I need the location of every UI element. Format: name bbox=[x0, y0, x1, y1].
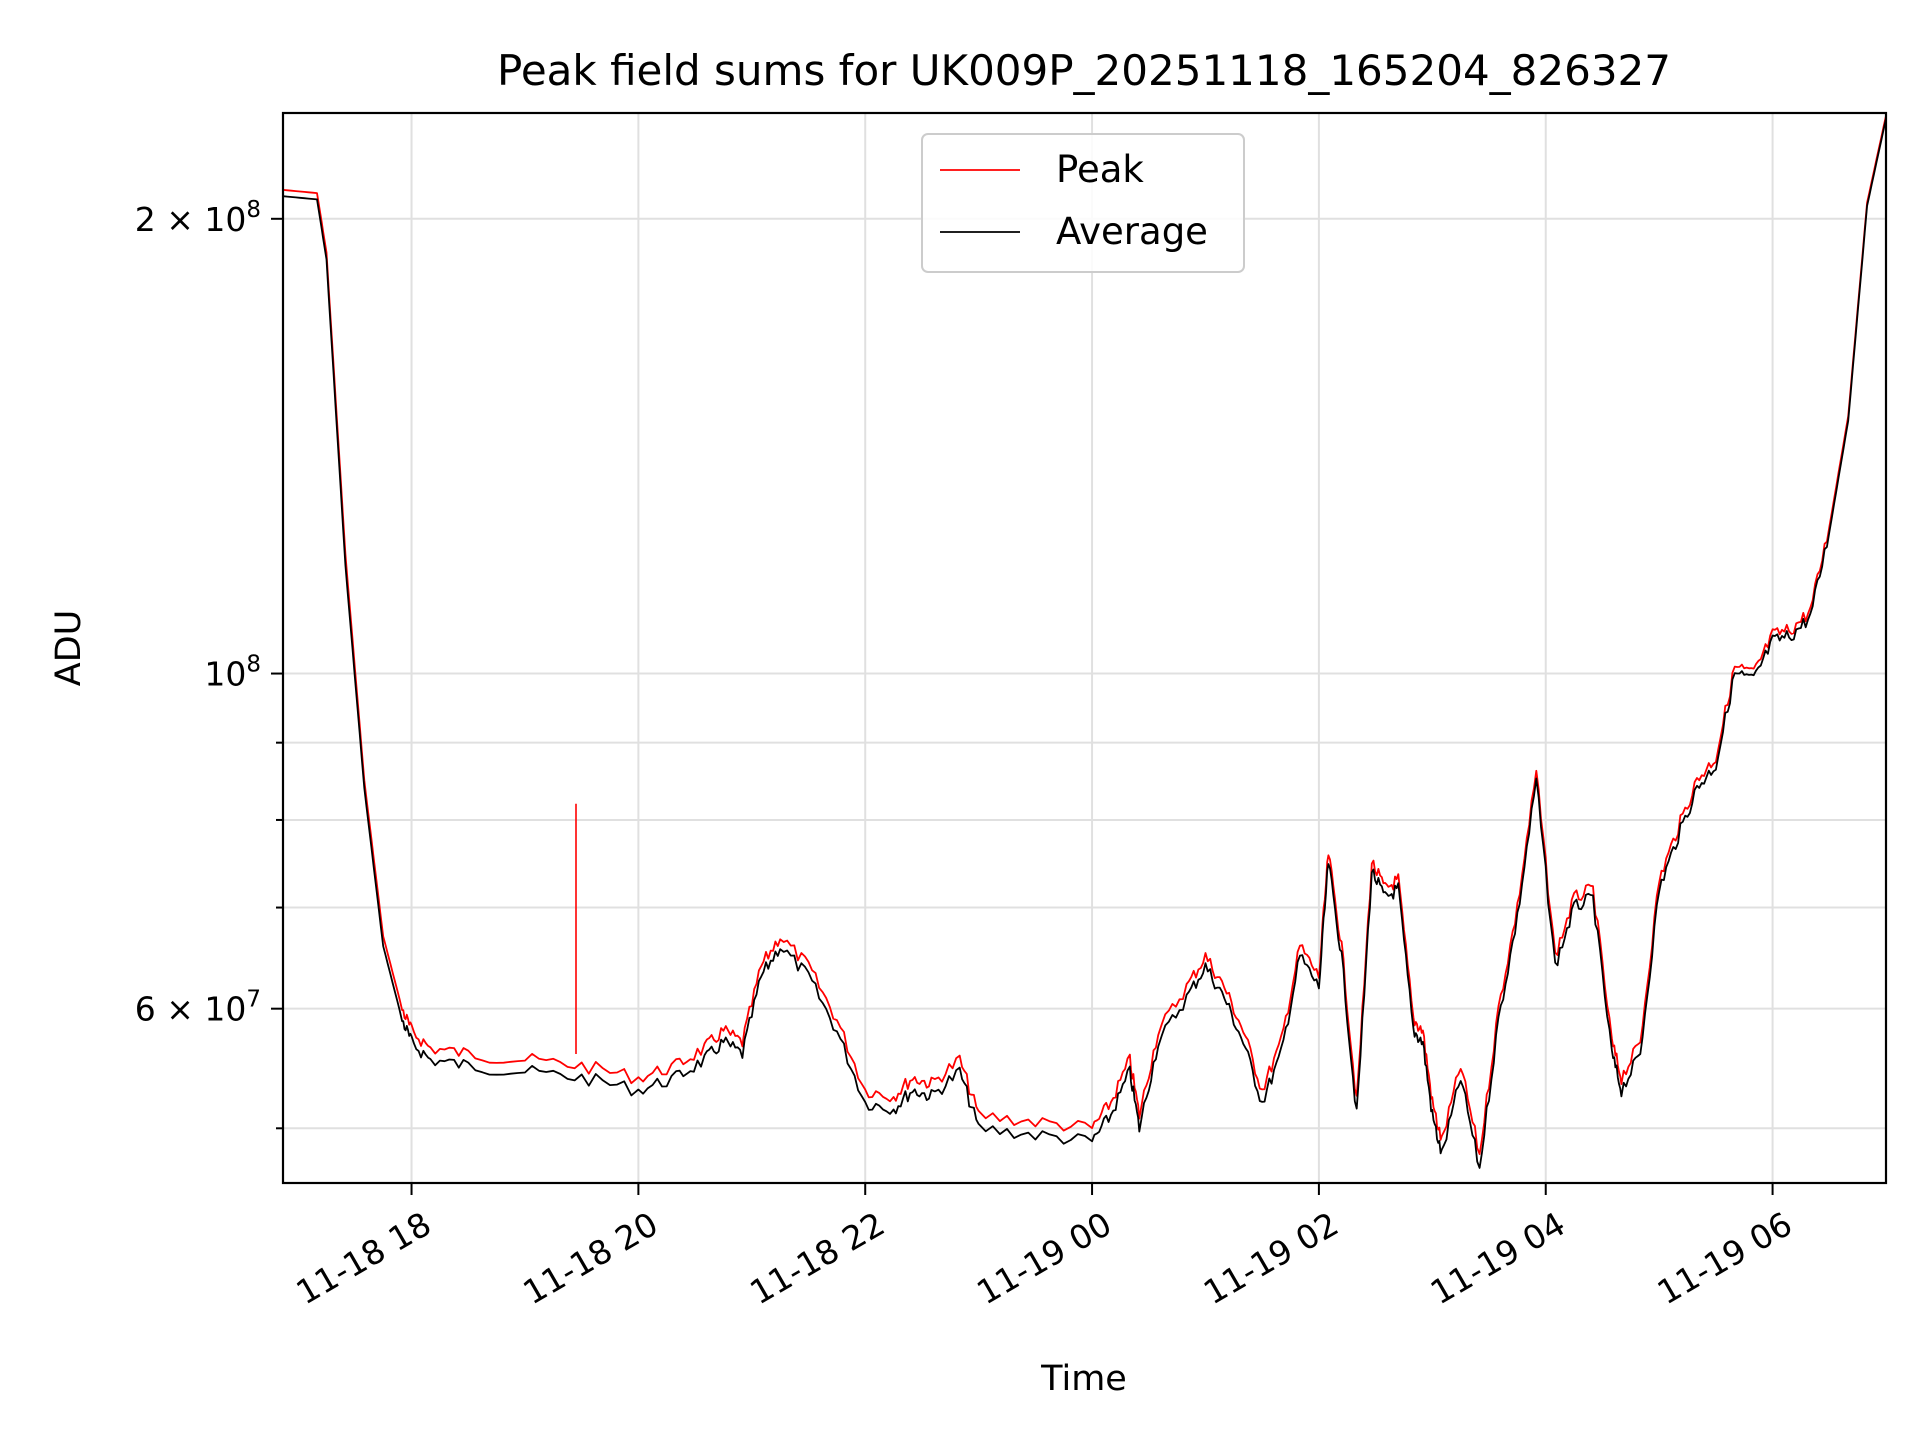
x-tick-label: 11-19 00 bbox=[970, 1204, 1118, 1312]
legend-average-label: Average bbox=[1056, 210, 1208, 253]
grid bbox=[283, 113, 1886, 1183]
legend-box bbox=[921, 133, 1245, 273]
x-tick-label: 11-19 04 bbox=[1424, 1204, 1572, 1312]
series-line-average bbox=[282, 118, 1887, 1169]
y-tick-label: 6 × 107 bbox=[135, 987, 261, 1029]
plot-frame bbox=[281, 111, 1888, 1185]
x-tick-label: 11-18 22 bbox=[743, 1204, 891, 1312]
y-axis-label: ADU bbox=[49, 610, 89, 687]
legend-peak-label: Peak bbox=[1056, 148, 1144, 191]
legend: Peak Average bbox=[921, 133, 1245, 273]
x-tick-label: 11-19 02 bbox=[1197, 1204, 1345, 1312]
x-tick-label: 11-19 06 bbox=[1651, 1204, 1799, 1312]
y-tick-label: 2 × 108 bbox=[135, 197, 261, 239]
y-tick-label: 108 bbox=[204, 652, 261, 694]
axes-ticks: 11-18 18 11-18 20 11-18 22 11-19 00 11-19 02… bbox=[135, 197, 1799, 1312]
x-axis-label: Time bbox=[1040, 1359, 1127, 1399]
x-tick-label: 11-18 20 bbox=[516, 1204, 664, 1312]
chart-title: Peak field sums for UK009P_20251118_1652… bbox=[497, 46, 1671, 95]
x-tick-label: 11-18 18 bbox=[290, 1204, 438, 1312]
plot-area bbox=[282, 115, 1887, 1169]
